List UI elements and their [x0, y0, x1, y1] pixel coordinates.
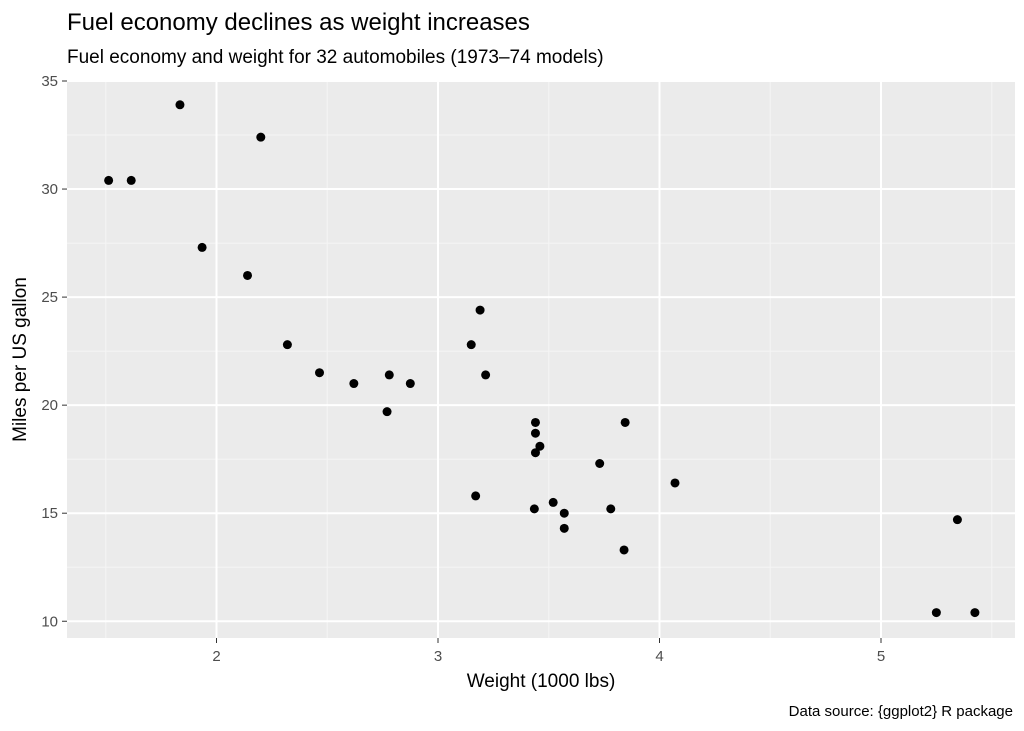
chart-title: Fuel economy declines as weight increase…	[67, 9, 530, 36]
data-point	[606, 504, 616, 514]
data-point	[104, 175, 114, 185]
major-gridlines	[67, 80, 1015, 638]
data-point	[530, 448, 540, 458]
y-tick-label: 20	[41, 397, 58, 414]
data-point	[529, 504, 539, 514]
data-point	[970, 608, 980, 618]
data-points	[104, 100, 980, 618]
x-axis: 2 3 4 5	[212, 638, 885, 665]
data-point	[559, 523, 569, 533]
y-tick-label: 30	[41, 181, 58, 198]
data-point	[405, 379, 415, 389]
y-axis-title: Miles per US gallon	[10, 277, 31, 442]
data-point	[670, 478, 680, 488]
data-point	[475, 305, 485, 315]
y-tick-label: 25	[41, 289, 58, 306]
data-point	[530, 428, 540, 438]
data-point	[530, 417, 540, 427]
chart-subtitle: Fuel economy and weight for 32 automobil…	[67, 47, 604, 68]
y-tick-label: 10	[41, 613, 58, 630]
data-point	[382, 407, 392, 417]
data-point	[595, 458, 605, 468]
y-axis: 10 15 20 25 30 35	[41, 73, 67, 630]
data-point	[175, 100, 185, 110]
x-tick-label: 5	[877, 648, 885, 665]
data-point	[620, 417, 630, 427]
data-point	[243, 270, 253, 280]
minor-gridlines	[67, 81, 1015, 638]
chart-caption: Data source: {ggplot2} R package	[789, 703, 1013, 720]
data-point	[315, 368, 325, 378]
data-point	[282, 340, 292, 350]
x-axis-title: Weight (1000 lbs)	[467, 671, 616, 692]
plot-panel	[67, 81, 1015, 638]
data-point	[619, 545, 629, 555]
data-point	[384, 370, 394, 380]
data-point	[197, 242, 207, 252]
data-point	[548, 497, 558, 507]
y-tick-label: 15	[41, 505, 58, 522]
x-tick-label: 3	[434, 648, 442, 665]
data-point	[256, 132, 266, 142]
x-tick-label: 4	[655, 648, 663, 665]
data-point	[466, 340, 476, 350]
data-point	[349, 379, 359, 389]
data-point	[535, 441, 545, 451]
data-point	[471, 491, 481, 501]
data-point	[559, 508, 569, 518]
data-point	[952, 515, 962, 525]
y-tick-label: 35	[41, 73, 58, 90]
data-point	[126, 175, 136, 185]
x-tick-label: 2	[212, 648, 220, 665]
data-point	[931, 608, 941, 618]
data-point	[481, 370, 491, 380]
